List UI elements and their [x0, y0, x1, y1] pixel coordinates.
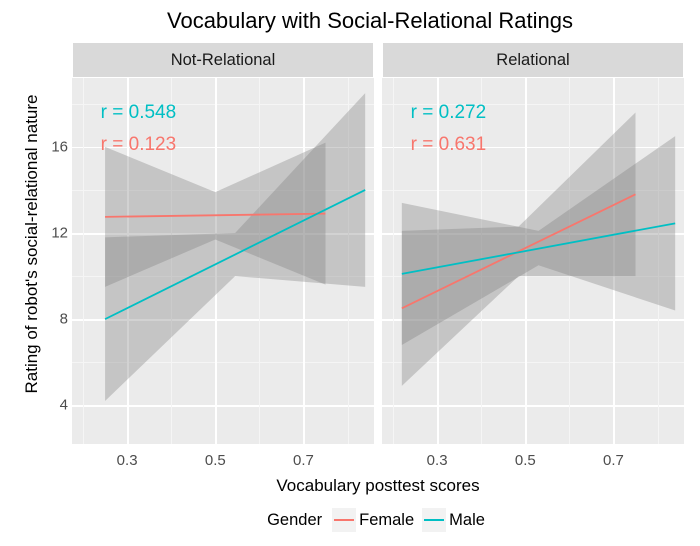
r-annotation-male: r = 0.548	[101, 102, 177, 124]
legend-item-female: Female	[332, 508, 414, 532]
facet-strip: Not-Relational	[72, 42, 374, 78]
y-tick-label: 16	[28, 138, 68, 155]
facet-0: Not-Relational r = 0.548 r = 0.123	[72, 42, 374, 444]
x-tick-label: 0.5	[515, 452, 536, 469]
x-tick-label: 0.7	[603, 452, 624, 469]
y-tick-label: 4	[28, 397, 68, 414]
legend-swatch-female	[332, 508, 356, 532]
x-tick-label: 0.3	[427, 452, 448, 469]
legend-label-female: Female	[359, 511, 414, 530]
plot-area: 4812160.30.50.7Not-Relationalr = 0.548r …	[72, 42, 684, 444]
r-annotation-female: r = 0.631	[411, 134, 487, 156]
facet-strip: Relational	[382, 42, 684, 78]
y-axis-label-wrap: Rating of robot's social-relational natu…	[0, 0, 30, 460]
chart-container: Vocabulary with Social-Relational Rating…	[0, 0, 700, 546]
legend-item-male: Male	[422, 508, 485, 532]
r-annotation-male: r = 0.272	[411, 102, 487, 124]
y-axis-label: Rating of robot's social-relational natu…	[22, 44, 42, 444]
ci-ribbon	[402, 136, 675, 345]
y-tick-label: 8	[28, 311, 68, 328]
x-tick-label: 0.5	[205, 452, 226, 469]
x-tick-label: 0.3	[117, 452, 138, 469]
legend-title: Gender	[267, 511, 322, 530]
chart-title: Vocabulary with Social-Relational Rating…	[60, 8, 680, 34]
r-annotation-female: r = 0.123	[101, 134, 177, 156]
x-tick-label: 0.7	[293, 452, 314, 469]
legend-label-male: Male	[449, 511, 485, 530]
facet-1: Relational r = 0.272 r = 0.631	[382, 42, 684, 444]
legend-swatch-male	[422, 508, 446, 532]
x-axis-label: Vocabulary posttest scores	[72, 476, 684, 496]
y-tick-label: 12	[28, 225, 68, 242]
legend: Gender Female Male	[72, 508, 684, 532]
panel: r = 0.548 r = 0.123	[72, 78, 374, 444]
panel: r = 0.272 r = 0.631	[382, 78, 684, 444]
